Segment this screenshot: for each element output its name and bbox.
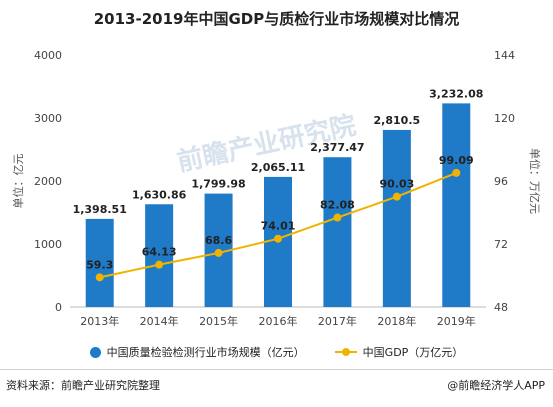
y-right-tick-label: 96 <box>494 175 508 188</box>
y-left-tick-label: 0 <box>55 301 62 314</box>
footer-source: 资料来源：前瞻产业研究院整理 <box>6 379 160 392</box>
y-left-tick-label: 2000 <box>34 175 62 188</box>
x-tick-label: 2014年 <box>140 314 179 328</box>
bar-value-label: 1,630.86 <box>132 188 187 201</box>
y-left-tick-label: 3000 <box>34 112 62 125</box>
bar-4 <box>323 157 352 307</box>
gdp-point-5 <box>392 192 401 201</box>
y-left-tick-label: 4000 <box>34 49 62 62</box>
bar-value-label: 1,398.51 <box>73 203 127 216</box>
gdp-value-label: 74.01 <box>261 220 296 233</box>
gdp-value-label: 82.08 <box>320 199 355 212</box>
bar-0 <box>85 218 114 307</box>
legend-swatch-bar <box>89 346 101 358</box>
bar-5 <box>382 129 411 307</box>
gdp-value-label: 99.09 <box>439 154 474 167</box>
bar-6 <box>442 103 471 307</box>
gdp-point-6 <box>452 168 461 177</box>
gdp-value-label: 64.13 <box>142 246 177 259</box>
legend-label-line: 中国GDP（万亿元） <box>362 346 464 359</box>
x-tick-label: 2013年 <box>80 314 119 328</box>
legend-swatch-line <box>334 348 357 356</box>
x-tick-label: 2016年 <box>259 314 298 328</box>
chart-legend: 中国质量检验检测行业市场规模（亿元） 中国GDP（万亿元） <box>0 344 553 360</box>
gdp-point-3 <box>274 234 282 243</box>
x-tick-label: 2017年 <box>318 314 357 328</box>
footer-brand: @前瞻经济学人APP <box>447 379 545 392</box>
gdp-point-4 <box>333 213 342 222</box>
gdp-value-label: 59.3 <box>86 258 113 271</box>
bar-value-label: 1,799.98 <box>191 178 245 191</box>
gdp-point-0 <box>95 273 104 282</box>
x-tick-label: 2018年 <box>377 314 416 328</box>
bar-value-label: 2,377.47 <box>310 141 364 154</box>
x-tick-label: 2015年 <box>199 314 238 328</box>
y-right-tick-label: 72 <box>494 238 508 251</box>
y-right-axis-title: 单位：万亿元 <box>528 148 542 214</box>
chart-title: 2013-2019年中国GDP与质检行业市场规模对比情况 <box>93 10 460 28</box>
y-left-axis-title: 单位：亿元 <box>11 154 25 209</box>
bar-value-label: 2,065.11 <box>251 161 305 174</box>
y-right-tick-label: 120 <box>494 112 515 125</box>
footer-divider <box>0 369 553 370</box>
y-right-tick-label: 48 <box>494 301 508 314</box>
gdp-point-2 <box>214 248 223 257</box>
legend-label-bar: 中国质量检验检测行业市场规模（亿元） <box>106 346 305 359</box>
bar-1 <box>145 204 174 307</box>
x-tick-label: 2019年 <box>437 314 476 328</box>
bar-value-label: 3,232.08 <box>429 87 483 100</box>
y-left-tick-label: 1000 <box>34 238 62 251</box>
legend-item-line: 中国GDP（万亿元） <box>334 344 464 360</box>
gdp-point-1 <box>155 260 164 269</box>
gdp-value-label: 68.6 <box>205 234 232 247</box>
legend-item-bar: 中国质量检验检测行业市场规模（亿元） <box>89 344 305 360</box>
bar-value-label: 2,810.5 <box>374 114 421 127</box>
y-right-tick-label: 144 <box>494 49 515 62</box>
gdp-value-label: 90.03 <box>379 178 414 191</box>
